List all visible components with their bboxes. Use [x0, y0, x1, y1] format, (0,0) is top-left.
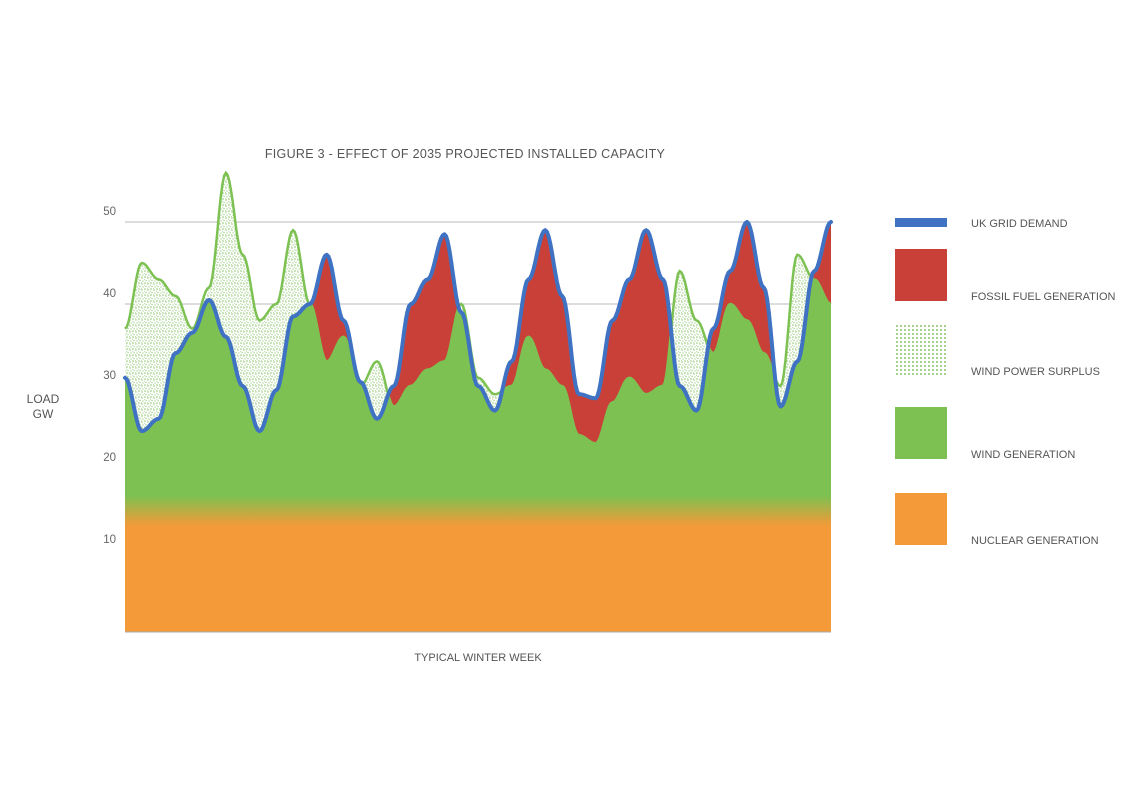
legend-label: UK GRID DEMAND: [971, 218, 1068, 230]
legend-swatch-demand: [895, 218, 947, 227]
legend-swatch-surplus: [895, 324, 947, 376]
y-axis-label-line-2: GW: [32, 407, 54, 421]
y-tick-label: 50: [103, 206, 116, 218]
y-tick-label: 40: [103, 288, 116, 300]
legend-label: WIND GENERATION: [971, 449, 1076, 461]
legend-swatch-wind: [895, 407, 947, 459]
uk-grid-demand-line: [123, 220, 833, 434]
legend-label: FOSSIL FUEL GENERATION: [971, 291, 1116, 303]
chart-title: FIGURE 3 - EFFECT OF 2035 PROJECTED INST…: [264, 147, 666, 161]
y-tick-label: 20: [103, 452, 116, 464]
y-tick-label: 30: [103, 370, 116, 382]
x-axis-label: TYPICAL WINTER WEEK: [414, 652, 542, 664]
legend-swatch-fossil: [895, 249, 947, 301]
wind-generation-line: [124, 170, 832, 445]
y-tick-label: 10: [103, 534, 116, 546]
nuclear-generation-area: [125, 525, 831, 632]
wind-power-surplus-area: [125, 172, 831, 432]
y-axis-label: LOAD GW: [18, 392, 68, 422]
y-axis-label-line-1: LOAD: [26, 392, 60, 406]
legend-label: WIND POWER SURPLUS: [971, 366, 1100, 378]
nuclear-generation-fade: [125, 495, 831, 526]
legend-label: NUCLEAR GENERATION: [971, 535, 1099, 547]
legend-swatch-nuclear: [895, 493, 947, 545]
